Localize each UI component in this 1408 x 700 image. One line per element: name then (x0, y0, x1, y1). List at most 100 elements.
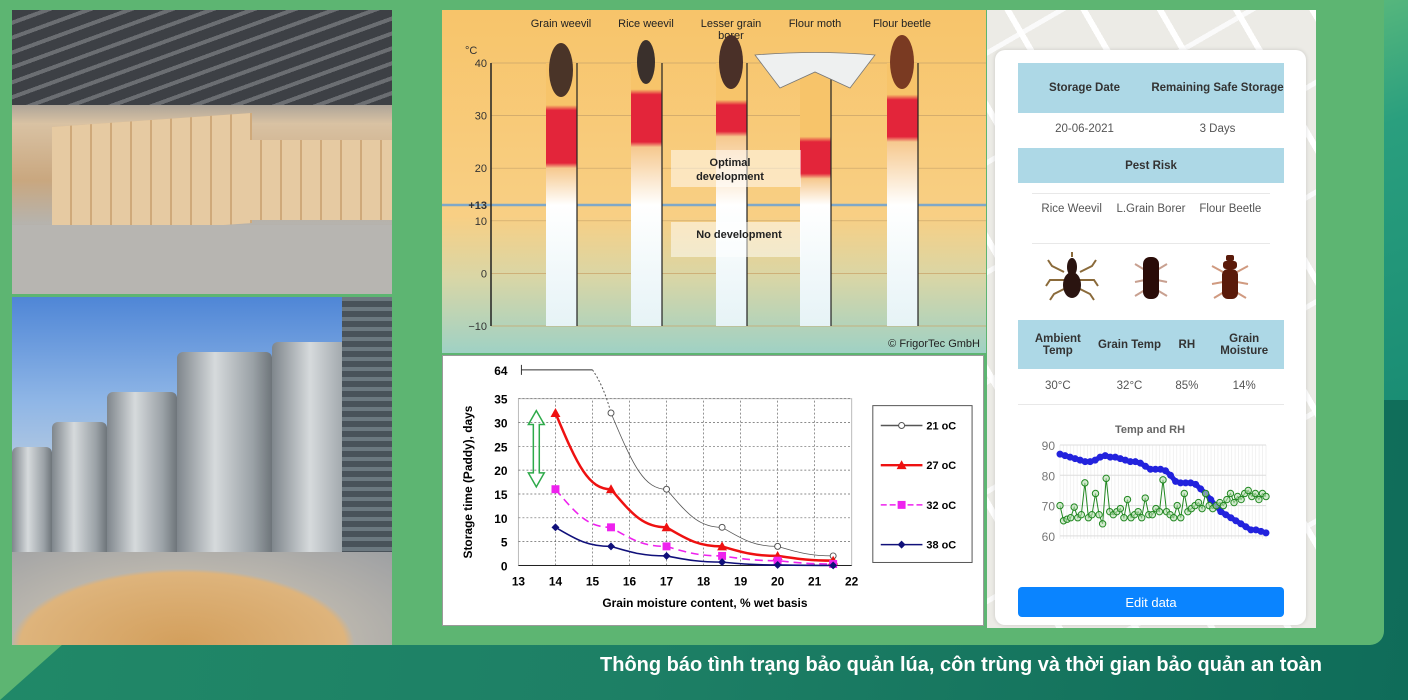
data-point (1155, 507, 1164, 516)
x-tick-label: 22 (845, 574, 859, 588)
grain-temp-header: Grain Temp (1097, 338, 1162, 351)
grain-moisture-header: Grain Moisture (1220, 332, 1269, 357)
data-point (1192, 480, 1200, 488)
optimal-annotation: Optimal (710, 157, 751, 169)
data-point (1232, 517, 1240, 525)
data-point (1177, 514, 1185, 522)
data-point (1098, 520, 1107, 528)
temperature-bar (546, 63, 577, 326)
y-tick-label: 10 (475, 216, 487, 228)
conditions-values-row: 30°C 32°C 85% 14% (1018, 380, 1284, 392)
annotation-box (671, 150, 801, 187)
data-point (661, 522, 672, 532)
data-point (1091, 489, 1100, 498)
data-point (1095, 510, 1103, 519)
y-unit-label: °C (465, 45, 477, 57)
data-point (663, 485, 671, 493)
chart-title: Temp and RH (1115, 424, 1185, 436)
category-label: Flour moth (789, 18, 842, 30)
y-tick-label: 35 (494, 393, 508, 407)
y-tick-label: 30 (494, 416, 508, 430)
x-tick-label: 17 (660, 574, 674, 588)
pest-name: Rice Weevil (1041, 203, 1102, 215)
legend-marker (897, 500, 906, 509)
y-tick-label: 5 (501, 536, 508, 550)
data-point (773, 560, 782, 569)
data-point (1120, 514, 1128, 522)
data-point (607, 542, 615, 551)
y-tick-label: 25 (494, 440, 508, 454)
data-point (1251, 489, 1260, 498)
insect-illustration (719, 35, 743, 89)
legend-marker (896, 460, 907, 470)
data-point (607, 523, 615, 532)
data-point (1169, 514, 1178, 522)
temperature-bar (887, 63, 918, 326)
pest-name: Flour Beetle (1199, 203, 1262, 215)
data-point (1180, 489, 1189, 498)
data-point (1227, 514, 1235, 522)
data-point (1237, 495, 1245, 504)
storage-date-header: Storage Date (1049, 82, 1120, 94)
data-point (1167, 471, 1175, 479)
y-axis-label: Storage time (Paddy), days (461, 405, 475, 558)
legend-marker (897, 540, 906, 549)
temperature-bar (716, 63, 747, 326)
data-point (1066, 514, 1075, 522)
data-point (718, 523, 726, 531)
storage-date-value: 20-06-2021 (1055, 123, 1114, 135)
copyright-credit: © FrigorTec GmbH (888, 338, 980, 350)
data-point (1217, 508, 1225, 516)
optimal-annotation: development (696, 171, 764, 183)
data-point (1198, 504, 1206, 513)
rice-weevil-icon (1044, 252, 1099, 301)
series-line (555, 526, 834, 567)
temp-rh-chart: Temp and RH 90 80 70 60 (1042, 424, 1270, 544)
break-line (520, 364, 593, 375)
y-tick-label: 15 (494, 488, 508, 502)
data-point (1262, 492, 1270, 501)
data-point (1141, 462, 1149, 470)
data-point (1056, 501, 1064, 510)
data-point (1162, 467, 1170, 475)
data-point (1230, 498, 1238, 507)
category-label: Grain weevil (531, 18, 592, 30)
pest-risk-header: Pest Risk (1018, 148, 1284, 183)
grain-monitor-app: Storage Date Remaining Safe Storage 20-0… (987, 10, 1316, 628)
category-label: Flour beetle (873, 18, 931, 30)
legend-label: 38 oC (926, 540, 956, 552)
pest-names-row: Rice Weevil L.Grain Borer Flour Beetle (1032, 202, 1270, 217)
y-tick-label: 20 (475, 163, 487, 175)
conditions-header-row: Ambient Temp Grain Temp RH Grain Moistur… (1018, 320, 1284, 369)
pest-name: L.Grain Borer (1116, 203, 1186, 215)
rh-header: RH (1178, 338, 1196, 351)
data-point (718, 551, 727, 560)
data-point (717, 541, 728, 551)
flour-moth-illustration (754, 52, 876, 89)
pest-risk-label: Pest Risk (1125, 159, 1177, 172)
data-point (551, 485, 560, 494)
x-tick-label: 13 (512, 574, 526, 588)
insect-temperature-chart: 40 30 20 +13 10 0 −10 °C Grain weevil Rice weevil… (442, 10, 986, 353)
y-tick-label: 20 (494, 464, 508, 478)
data-point (662, 542, 671, 551)
data-point (606, 484, 616, 494)
insect-illustration (549, 43, 573, 97)
data-point (1159, 476, 1167, 484)
warehouse-grain-bags-photo (12, 10, 392, 294)
data-point (1255, 495, 1263, 504)
ambient-temp-value: 30°C (1044, 380, 1071, 392)
data-point (1141, 494, 1149, 502)
steel-grain-silos-photo (12, 297, 392, 645)
pest-icons-row (1032, 252, 1270, 302)
legend-label: 27 oC (926, 460, 956, 472)
data-point (550, 408, 561, 417)
x-tick-label: 15 (586, 574, 600, 588)
data-point (1136, 459, 1144, 467)
y-tick-label: 60 (1042, 530, 1056, 544)
category-label: Lesser grain (701, 18, 762, 30)
series-line (610, 412, 834, 557)
data-point (1116, 504, 1125, 513)
edit-data-button[interactable]: Edit data (1018, 587, 1284, 617)
x-tick-label: 18 (697, 574, 711, 588)
